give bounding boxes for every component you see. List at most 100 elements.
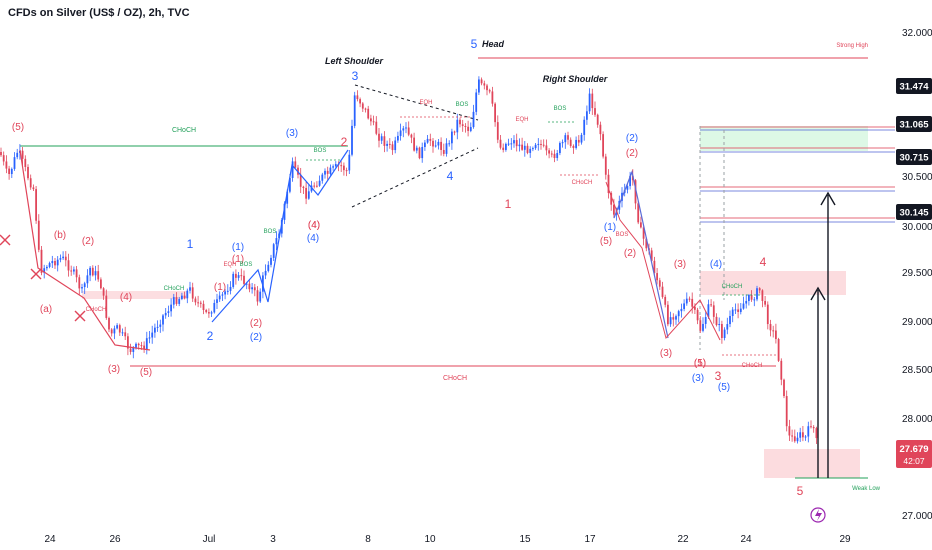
candle-body (170, 304, 172, 312)
candle-body (475, 92, 478, 112)
candle-body (704, 317, 707, 324)
candle-body (48, 263, 51, 267)
candle-body (796, 437, 799, 442)
candle-body (599, 124, 602, 135)
candle-body (226, 290, 229, 292)
candle-body (202, 303, 205, 311)
candle-body (240, 275, 243, 277)
candle-body (675, 316, 677, 320)
candle-body (399, 130, 402, 136)
candle-body (67, 260, 70, 271)
wave-label-red: (1) (232, 254, 244, 265)
candle-body (518, 144, 521, 147)
candle-body (364, 108, 367, 110)
wave-label-blue: 3 (352, 69, 359, 83)
candle-body (164, 312, 167, 316)
candle-body (264, 270, 267, 276)
candle-body (189, 287, 191, 291)
candle-body (0, 152, 2, 156)
candle-body (494, 103, 496, 123)
candle-body (761, 290, 764, 301)
candle-body (424, 142, 426, 148)
candle-body (64, 256, 67, 261)
wave-label-red: (5) (600, 236, 612, 247)
candle-body (613, 204, 615, 215)
candle-body (688, 298, 691, 300)
small-tag-bos: BOS (554, 106, 567, 112)
wave-label-blue: (2) (626, 133, 638, 144)
candle-body (127, 336, 129, 349)
candle-body (559, 143, 561, 154)
candle-body (650, 250, 653, 261)
candle-body (102, 288, 105, 296)
candle-body (340, 165, 343, 167)
candle-body (97, 271, 100, 280)
candle-body (51, 261, 54, 264)
small-tag-eqh: EQH (515, 117, 528, 123)
price-tag-label: 30.145 (899, 208, 929, 219)
candle-body (137, 343, 140, 346)
candle-body (515, 140, 518, 147)
candle-body (294, 161, 297, 168)
candle-body (432, 140, 434, 147)
choch-label-lower: CHoCH (443, 375, 467, 382)
candle-body (459, 119, 461, 125)
wave-label-blue: 1 (187, 237, 194, 251)
candle-body (151, 332, 154, 338)
wave-label-red: (5) (140, 367, 152, 378)
candle-body (604, 156, 607, 175)
candle-body (737, 309, 739, 312)
candle-body (140, 345, 143, 347)
y-tick-label: 27.000 (902, 511, 932, 522)
wave-line-blue (211, 149, 349, 323)
y-tick-label: 29.500 (902, 268, 932, 279)
candle-body (27, 166, 29, 179)
candle-body (235, 273, 237, 278)
candle-body (472, 111, 475, 128)
candle-body (259, 291, 262, 302)
candle-body (280, 219, 283, 234)
wave-label-red: (4) (308, 220, 320, 231)
wave-label-red: (4) (308, 220, 320, 231)
wave-label-blue: 5 (471, 37, 478, 51)
wave-label-red: 4 (760, 255, 767, 269)
candle-body (656, 273, 658, 281)
candle-body (46, 266, 48, 269)
candle-body (302, 186, 305, 188)
candle-body (685, 298, 688, 304)
candle-body (658, 280, 661, 287)
candle-body (181, 295, 183, 299)
candle-body (291, 161, 294, 178)
candle-body (129, 348, 132, 352)
wave-label-red: 2 (341, 135, 348, 149)
candle-body (245, 283, 248, 285)
small-tag-eqh: EQH (419, 100, 432, 106)
candle-body (607, 174, 610, 194)
wave-label-blue: (3) (286, 128, 298, 139)
candle-body (237, 275, 240, 278)
candle-body (785, 396, 788, 427)
candle-body (793, 436, 796, 442)
candle-body (43, 268, 46, 273)
price-tag-label: 31.474 (899, 82, 929, 93)
price-tag-label: 31.065 (899, 120, 929, 131)
candle-body (205, 310, 208, 313)
candle-body (316, 185, 318, 187)
candle-body (594, 108, 596, 115)
candle-body (100, 279, 102, 289)
y-tick-label: 29.000 (902, 317, 932, 328)
price-tag-label: 30.715 (899, 153, 929, 164)
target-zone-red (764, 449, 860, 478)
candle-body (456, 119, 459, 133)
wave-label-red: (2) (250, 318, 262, 329)
candle-body (24, 158, 27, 167)
candle-body (583, 119, 586, 135)
candle-body (407, 127, 410, 135)
candle-body (753, 299, 756, 301)
candle-body (248, 283, 251, 290)
candle-body (334, 164, 337, 167)
candle-body (537, 143, 540, 145)
candle-body (324, 170, 326, 175)
candle-body (348, 154, 351, 171)
